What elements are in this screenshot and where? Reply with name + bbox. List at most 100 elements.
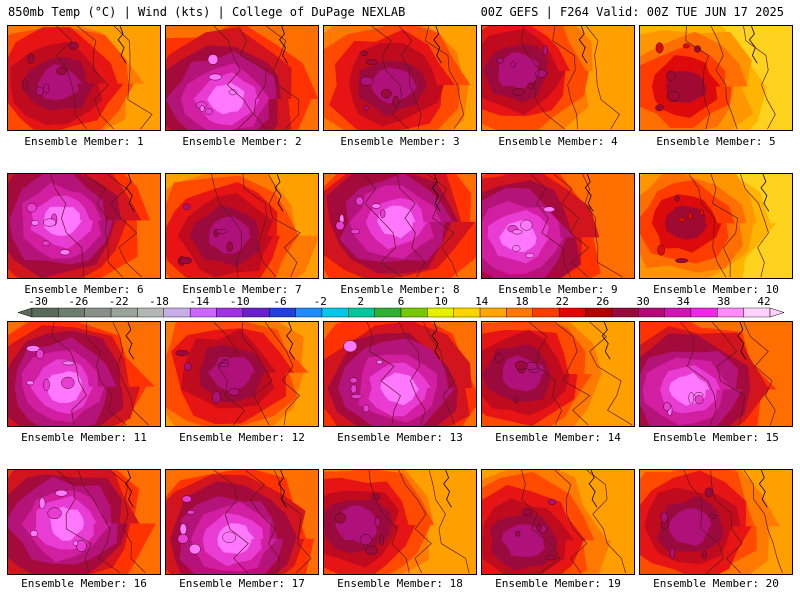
isotherm-contour bbox=[711, 322, 746, 426]
coastline bbox=[760, 174, 770, 212]
isotherm-contour bbox=[242, 174, 277, 278]
ensemble-member-label: Ensemble Member: 18 bbox=[337, 577, 463, 590]
isotherm-contour bbox=[520, 26, 565, 130]
coastline bbox=[117, 26, 127, 64]
isotherm-contour bbox=[552, 26, 578, 130]
isotherm-contour bbox=[264, 322, 301, 426]
ensemble-map-panel bbox=[323, 25, 477, 131]
ensemble-map-panel bbox=[323, 469, 477, 575]
isotherm-contour bbox=[422, 322, 456, 426]
colorbar-min-arrow bbox=[17, 307, 33, 318]
warm-pocket bbox=[43, 83, 50, 94]
colorbar-swatch bbox=[743, 307, 771, 318]
coastline bbox=[601, 322, 611, 360]
temperature-band bbox=[497, 52, 541, 90]
temperature-band bbox=[334, 505, 378, 544]
isotherm-contour bbox=[743, 322, 776, 426]
colorbar-swatch bbox=[400, 307, 428, 318]
warm-pocket bbox=[43, 378, 50, 391]
colorbar-tick-label: 6 bbox=[398, 296, 405, 308]
warm-pocket bbox=[36, 349, 44, 360]
ensemble-member-label: Ensemble Member: 1 bbox=[24, 135, 144, 148]
warm-pocket bbox=[515, 530, 521, 537]
warm-pocket bbox=[699, 209, 705, 216]
isotherm-contour bbox=[265, 26, 300, 130]
warm-pocket bbox=[514, 360, 528, 370]
warm-pocket bbox=[55, 489, 68, 497]
warm-pocket bbox=[677, 216, 686, 223]
ensemble-member-label: Ensemble Member: 16 bbox=[21, 577, 147, 590]
colorbar-swatch bbox=[242, 307, 270, 318]
ensemble-member-label: Ensemble Member: 4 bbox=[498, 135, 618, 148]
warm-pocket bbox=[207, 54, 219, 65]
isotherm-contour bbox=[106, 174, 142, 278]
ensemble-member-label: Ensemble Member: 14 bbox=[495, 431, 621, 444]
warm-pocket bbox=[31, 220, 40, 226]
ensemble-map-panel bbox=[7, 321, 161, 427]
isotherm-contour bbox=[78, 470, 121, 574]
temperature-field bbox=[482, 470, 634, 574]
coastline bbox=[431, 174, 441, 212]
ensemble-map-panel bbox=[639, 173, 793, 279]
warm-pocket bbox=[536, 524, 542, 533]
warm-pocket bbox=[26, 345, 41, 352]
isotherm-contour bbox=[585, 26, 620, 130]
colorbar-swatch bbox=[611, 307, 639, 318]
warm-pocket bbox=[660, 511, 668, 523]
colorbar-swatch bbox=[110, 307, 138, 318]
temperature-band bbox=[501, 524, 545, 558]
colorbar-swatch bbox=[506, 307, 533, 318]
colorbar-tick-label: -2 bbox=[314, 296, 327, 308]
isotherm-contour bbox=[267, 174, 301, 278]
colorbar-swatch bbox=[664, 307, 692, 318]
colorbar-swatch bbox=[690, 307, 718, 318]
temperature-field bbox=[324, 26, 476, 130]
warm-pocket bbox=[365, 59, 378, 65]
isotherm-contour bbox=[112, 322, 149, 426]
colorbar-swatch bbox=[163, 307, 191, 318]
ensemble-member-label: Ensemble Member: 11 bbox=[21, 431, 147, 444]
isotherm-contour bbox=[398, 322, 426, 426]
warm-pocket bbox=[212, 391, 221, 404]
isotherm-contour bbox=[424, 26, 465, 130]
warm-pocket bbox=[392, 95, 400, 108]
warm-pocket bbox=[666, 70, 676, 81]
isotherm-contour bbox=[398, 470, 432, 574]
colorbar-swatch bbox=[479, 307, 507, 318]
colorbar-tick-label: 34 bbox=[677, 296, 691, 308]
ensemble-map-panel bbox=[639, 321, 793, 427]
warm-pocket bbox=[179, 523, 187, 535]
isotherm-contour bbox=[56, 26, 87, 130]
warm-pocket bbox=[512, 245, 521, 252]
isotherm-contour bbox=[238, 26, 267, 130]
warm-pocket bbox=[547, 499, 557, 505]
temperature-band bbox=[209, 216, 252, 254]
temperature-field bbox=[324, 470, 476, 574]
temperature-colorbar: -30 -26 -22 -18 -14 -10 -6 -2 2 6 10 14 18 22 26 30 34 38… bbox=[17, 296, 785, 318]
ensemble-member-label: Ensemble Member: 2 bbox=[182, 135, 302, 148]
temperature-field bbox=[8, 322, 160, 426]
ensemble-map-panel bbox=[165, 469, 319, 575]
ensemble-map-panel bbox=[639, 469, 793, 575]
isotherm-contour bbox=[366, 322, 401, 426]
isotherm-contour bbox=[685, 26, 710, 130]
warm-pocket bbox=[222, 531, 237, 544]
temperature-field bbox=[482, 174, 634, 278]
warm-pocket bbox=[666, 91, 681, 102]
ensemble-member-label: Ensemble Member: 19 bbox=[495, 577, 621, 590]
warm-pocket bbox=[27, 53, 35, 64]
temperature-field bbox=[8, 174, 160, 278]
coastline bbox=[433, 26, 442, 64]
colorbar-swatch bbox=[58, 307, 85, 318]
isotherm-contour bbox=[743, 470, 783, 574]
colorbar-tick-label: -22 bbox=[109, 296, 129, 308]
isotherm-contour bbox=[554, 322, 591, 426]
warm-pocket bbox=[675, 258, 689, 264]
coastline bbox=[588, 470, 598, 508]
colorbar-swatch bbox=[558, 307, 586, 318]
warm-pocket bbox=[682, 43, 690, 49]
isotherm-contour bbox=[213, 26, 254, 130]
warm-pocket bbox=[542, 45, 548, 56]
colorbar-swatch bbox=[269, 307, 296, 318]
warm-pocket bbox=[56, 67, 67, 76]
